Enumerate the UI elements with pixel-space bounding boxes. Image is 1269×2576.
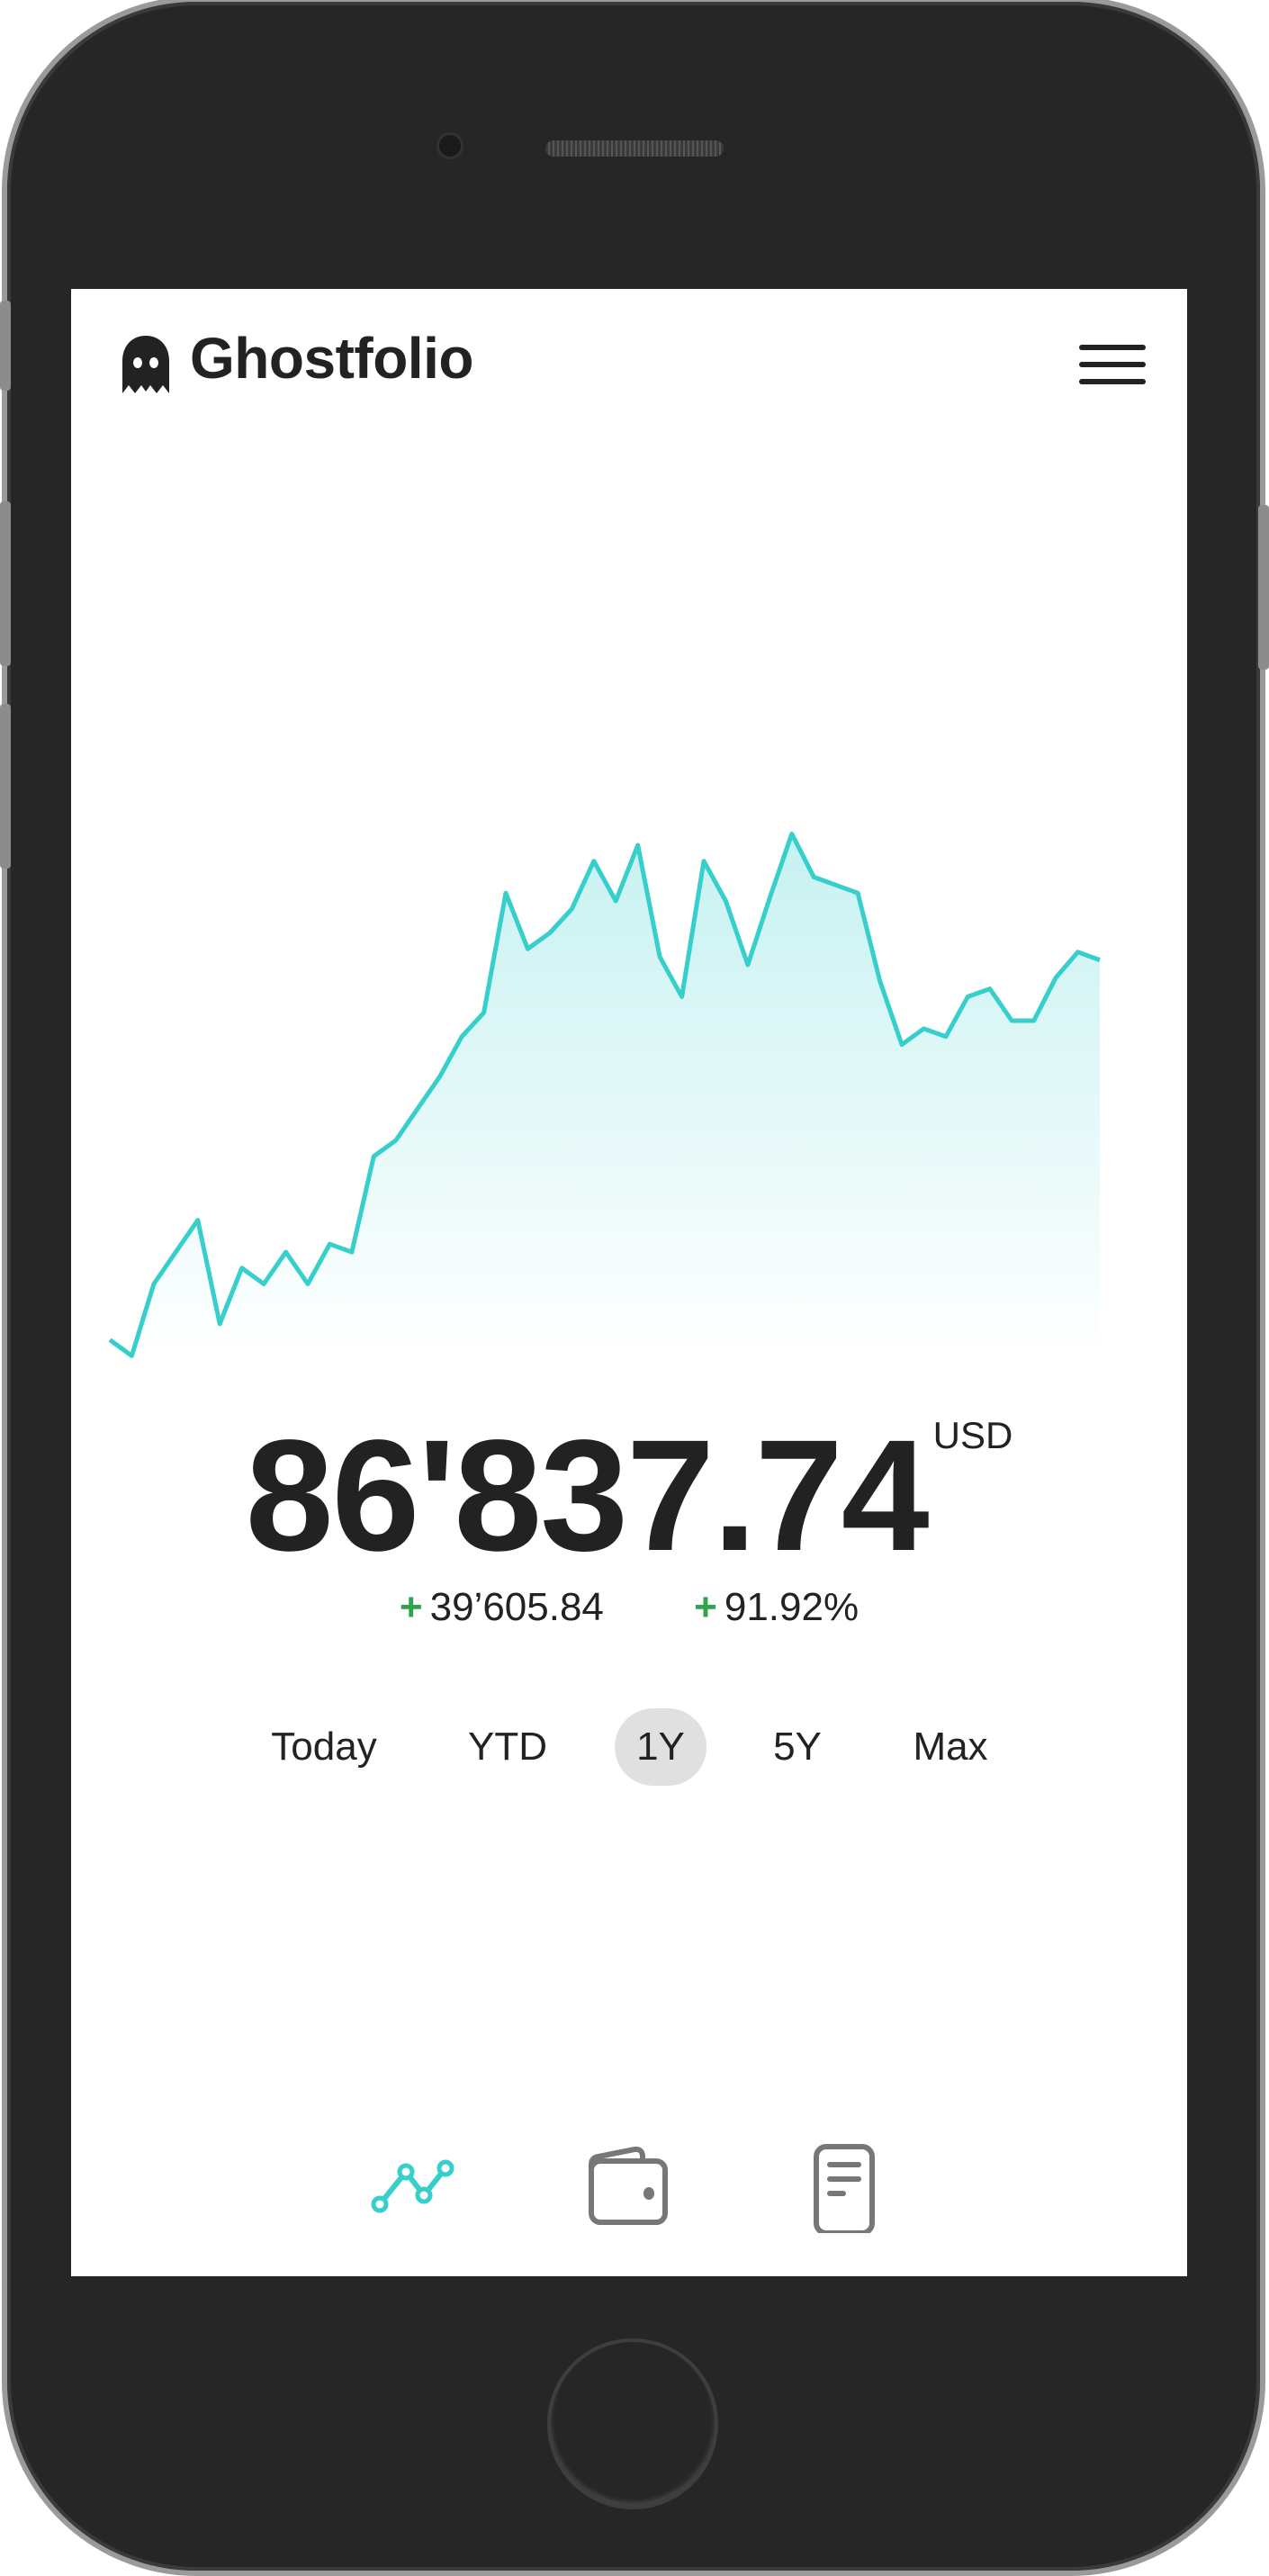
percent-change-value: 91.92% — [724, 1585, 860, 1629]
app-logo-text[interactable]: Ghostfolio — [190, 326, 473, 391]
total-value: 86'837.74 — [245, 1408, 930, 1584]
front-camera — [439, 135, 461, 157]
mute-switch — [0, 301, 11, 391]
speaker-grille — [545, 140, 724, 157]
absolute-change: +39’605.84 — [400, 1585, 604, 1630]
percent-change: +91.92% — [694, 1585, 859, 1630]
range-max-button[interactable]: Max — [913, 1725, 988, 1769]
currency-label: USD — [932, 1414, 1013, 1456]
power-button — [1258, 505, 1269, 670]
portfolio-value: 86'837.74 USD — [71, 1405, 1187, 1587]
portfolio-performance-chart — [108, 832, 1101, 1360]
app-screen: Ghostfolio 86'837.74 USD +39’605.84 +91.9… — [71, 289, 1187, 2276]
chart-series-line — [108, 832, 1101, 1358]
range-5y-button[interactable]: 5Y — [773, 1725, 822, 1769]
line-chart-icon[interactable] — [367, 2143, 457, 2233]
range-1y-button[interactable]: 1Y — [615, 1708, 706, 1786]
plus-sign: + — [694, 1585, 717, 1629]
wallet-icon[interactable] — [582, 2143, 672, 2233]
absolute-change-value: 39’605.84 — [429, 1585, 604, 1629]
range-today-button[interactable]: Today — [271, 1725, 377, 1769]
hamburger-menu-icon[interactable] — [1079, 345, 1146, 384]
volume-up-button — [0, 501, 11, 666]
volume-down-button — [0, 704, 11, 869]
date-range-selector: Today YTD 1Y 5Y Max — [71, 1708, 1187, 1786]
home-button[interactable] — [547, 2338, 718, 2509]
performance-change: +39’605.84 +91.92% — [71, 1585, 1187, 1630]
range-ytd-button[interactable]: YTD — [468, 1725, 547, 1769]
plus-sign: + — [399, 1585, 423, 1629]
document-icon[interactable] — [798, 2143, 888, 2233]
ghost-logo-icon — [122, 336, 169, 393]
